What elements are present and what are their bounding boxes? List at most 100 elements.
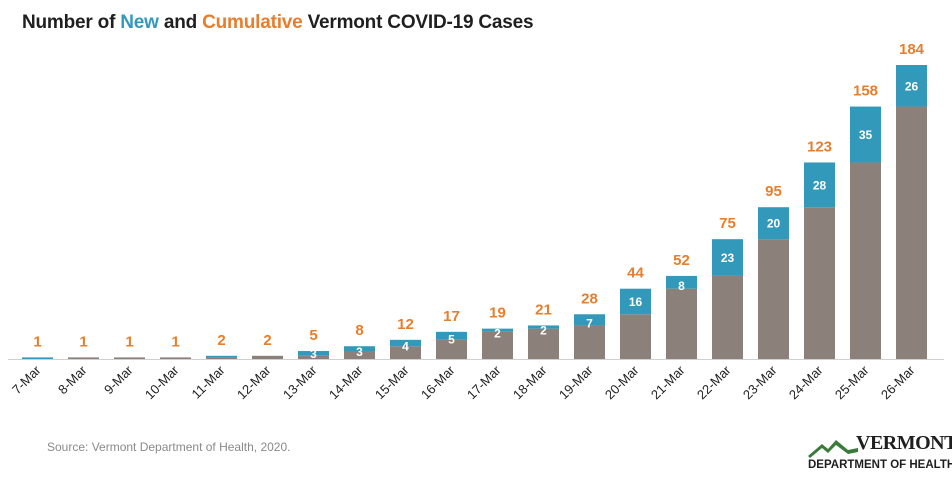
new-cases-label: 3 [310, 347, 317, 361]
bar-new [528, 325, 559, 329]
cumulative-label: 8 [355, 322, 363, 339]
logo-department: DEPARTMENT OF HEALTH [808, 459, 952, 471]
new-cases-label: 16 [629, 295, 643, 309]
new-cases-label: 3 [356, 345, 363, 359]
bar-new [896, 65, 927, 107]
mountain-icon [808, 440, 858, 458]
bar-new [574, 314, 605, 326]
bar-new [804, 162, 835, 208]
stacked-bar-chart: 17-Mar18-Mar19-Mar110-Mar211-Mar212-Mar3… [8, 41, 944, 402]
bar-previous [712, 275, 743, 359]
cumulative-label: 5 [309, 327, 317, 344]
title-prefix: Number of [22, 12, 121, 33]
x-tick-label: 12-Mar [234, 362, 274, 402]
new-cases-label: 28 [813, 178, 827, 192]
bar-new [666, 275, 697, 289]
x-tick-label: 16-Mar [418, 362, 458, 402]
bar-previous [482, 331, 513, 359]
new-cases-label: 23 [721, 251, 735, 265]
chart-title: Number of New and Cumulative Vermont COV… [22, 12, 534, 34]
bar-previous [344, 351, 375, 359]
title-middle: and [158, 12, 203, 33]
bar-previous [758, 239, 789, 359]
bar-new [620, 288, 651, 315]
x-tick-label: 11-Mar [189, 362, 229, 402]
x-tick-label: 15-Mar [372, 362, 412, 402]
title-suffix: Vermont COVID-19 Cases [302, 12, 534, 33]
vermont-health-logo: VERMONT DEPARTMENT OF HEALTH [808, 432, 952, 474]
x-tick-label: 18-Mar [510, 362, 550, 402]
title-cumulative: Cumulative [202, 12, 303, 33]
x-tick-label: 21-Mar [648, 362, 688, 402]
bar-previous [436, 339, 467, 359]
bar-new [298, 351, 329, 356]
new-cases-label: 7 [586, 316, 593, 330]
bar-new [206, 355, 237, 358]
cumulative-label: 1 [79, 333, 87, 350]
bar-new [758, 207, 789, 240]
bar-previous [390, 346, 421, 359]
x-tick-label: 24-Mar [786, 362, 826, 402]
cumulative-label: 1 [125, 333, 133, 350]
bar-new [390, 339, 421, 347]
cumulative-label: 95 [765, 183, 782, 200]
title-new: New [120, 12, 159, 33]
cumulative-label: 12 [397, 316, 414, 333]
x-tick-label: 14-Mar [326, 362, 366, 402]
bar-new [436, 331, 467, 340]
bar-new [482, 328, 513, 332]
new-cases-label: 2 [540, 324, 547, 338]
cumulative-label: 123 [807, 138, 832, 155]
x-tick-label: 13-Mar [280, 362, 320, 402]
bar-previous [804, 207, 835, 359]
bar-previous [666, 288, 697, 359]
new-cases-label: 26 [905, 79, 919, 93]
bar-previous [206, 357, 237, 359]
bar-new [712, 239, 743, 276]
x-tick-label: 26-Mar [878, 362, 918, 402]
bar-previous [850, 162, 881, 359]
cumulative-label: 21 [535, 301, 552, 318]
new-cases-label: 5 [448, 332, 455, 346]
x-tick-label: 7-Mar [9, 362, 44, 397]
new-cases-label: 4 [402, 340, 409, 354]
new-cases-label: 8 [678, 279, 685, 293]
new-cases-label: 2 [494, 327, 501, 341]
x-tick-label: 25-Mar [832, 362, 872, 402]
bar-previous [298, 355, 329, 359]
bar-previous [620, 314, 651, 359]
x-tick-label: 19-Mar [556, 362, 596, 402]
bar-previous [160, 357, 191, 359]
x-tick-label: 8-Mar [55, 362, 90, 397]
cumulative-label: 75 [719, 215, 736, 232]
cumulative-label: 184 [899, 41, 925, 58]
cumulative-label: 44 [627, 265, 644, 282]
cumulative-label: 17 [443, 308, 460, 325]
cumulative-label: 19 [489, 305, 506, 322]
x-tick-label: 22-Mar [694, 362, 734, 402]
bar-new [22, 357, 53, 359]
bar-previous [574, 325, 605, 359]
bar-previous [528, 328, 559, 359]
logo-name: VERMONT [856, 432, 952, 454]
cumulative-label: 28 [581, 290, 598, 307]
x-tick-label: 10-Mar [142, 362, 182, 402]
cumulative-label: 2 [217, 332, 225, 349]
x-tick-label: 9-Mar [101, 362, 136, 397]
cumulative-label: 1 [33, 333, 41, 350]
x-tick-label: 23-Mar [740, 362, 780, 402]
new-cases-label: 35 [859, 128, 873, 142]
cumulative-label: 158 [853, 83, 878, 100]
source-note: Source: Vermont Department of Health, 20… [47, 440, 291, 454]
cumulative-label: 1 [171, 333, 179, 350]
bar-new [850, 106, 881, 163]
new-cases-label: 20 [767, 217, 781, 231]
x-tick-label: 17-Mar [464, 362, 504, 402]
bar-previous [252, 355, 283, 359]
bar-previous [114, 357, 145, 359]
bar-new [344, 346, 375, 352]
bar-previous [896, 106, 927, 359]
cumulative-label: 52 [673, 252, 690, 269]
x-tick-label: 20-Mar [602, 362, 642, 402]
cumulative-label: 2 [263, 332, 271, 349]
